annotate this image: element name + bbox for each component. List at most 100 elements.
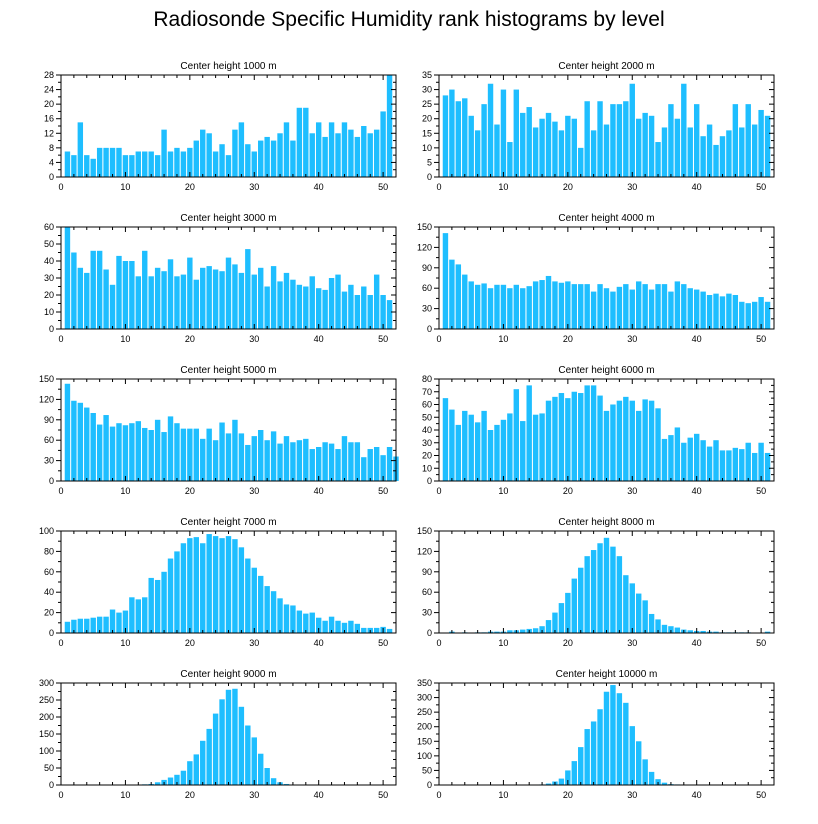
histogram-bar	[161, 271, 167, 329]
y-tick-label: 60	[44, 435, 54, 445]
histogram-bar	[668, 291, 674, 329]
y-tick-label: 30	[44, 273, 54, 283]
histogram-bar	[449, 409, 455, 481]
histogram-bar	[520, 112, 526, 177]
histogram-bar	[174, 147, 180, 177]
histogram-bar	[629, 726, 635, 785]
y-tick-label: 120	[417, 242, 432, 252]
x-tick-label: 20	[563, 790, 573, 800]
histogram-bar	[462, 98, 468, 177]
x-tick-label: 30	[249, 638, 259, 648]
histogram-bar	[380, 295, 386, 329]
histogram-bar	[726, 293, 732, 329]
histogram-bar	[238, 433, 245, 481]
histogram-bar	[373, 447, 380, 481]
histogram-bar	[700, 440, 706, 481]
histogram-bar	[623, 702, 629, 785]
histogram-bar	[526, 385, 532, 482]
panel-title: Center height 4000 m	[558, 213, 654, 224]
histogram-bar	[348, 620, 354, 633]
histogram-bar	[251, 274, 257, 329]
x-tick-label: 0	[58, 486, 63, 496]
histogram-bar	[328, 443, 335, 481]
histogram-bar	[116, 612, 122, 633]
histogram-bar	[219, 538, 225, 633]
histogram-bar	[64, 383, 71, 481]
histogram-bar	[732, 295, 739, 329]
y-tick-label: 60	[422, 283, 432, 293]
histogram-bar	[648, 115, 655, 177]
histogram-bar	[745, 303, 751, 329]
histogram-panel: Center height 1000 m 0 10 20 30 40 50 0 4 8 12 16 20…	[44, 61, 397, 192]
y-tick-label: 5	[427, 157, 432, 167]
histogram-bar	[481, 104, 487, 177]
histogram-bar	[584, 101, 590, 177]
y-tick-label: 50	[422, 765, 432, 775]
y-tick-label: 80	[44, 546, 54, 556]
histogram-bar	[681, 442, 687, 481]
histogram-bar	[487, 83, 494, 177]
histogram-bar	[603, 537, 610, 633]
histogram-bar	[590, 385, 597, 482]
x-tick-label: 10	[498, 486, 508, 496]
histogram-bar	[354, 136, 361, 177]
histogram-bar	[597, 395, 603, 481]
histogram-bar	[494, 631, 500, 633]
histogram-bar	[751, 124, 758, 177]
y-tick-label: 8	[49, 143, 54, 153]
x-tick-label: 10	[498, 182, 508, 192]
histogram-bar	[455, 264, 462, 329]
histogram-bar	[206, 534, 212, 633]
histogram-bar	[661, 438, 668, 481]
x-tick-label: 10	[120, 182, 130, 192]
x-tick-label: 30	[627, 182, 637, 192]
x-tick-label: 10	[498, 638, 508, 648]
histogram-bar	[623, 396, 629, 481]
y-tick-label: 90	[422, 567, 432, 577]
histogram-bar	[238, 272, 245, 329]
histogram-bar	[187, 761, 193, 785]
histogram-panel: Center height 7000 m 0 10 20 30 40 50 0 20 40 60 80…	[39, 517, 397, 648]
histogram-bar	[348, 129, 354, 177]
histogram-bar	[103, 147, 109, 177]
histogram-bar	[481, 283, 487, 329]
histogram-bar	[539, 118, 545, 177]
panel-title: Center height 6000 m	[558, 365, 654, 376]
histogram-bar	[341, 622, 348, 633]
y-tick-label: 60	[422, 400, 432, 410]
panel-title: Center height 5000 m	[180, 365, 276, 376]
histogram-bar	[558, 603, 565, 633]
y-tick-label: 30	[44, 456, 54, 466]
y-tick-label: 20	[44, 99, 54, 109]
histogram-bar	[758, 109, 764, 177]
y-tick-label: 0	[427, 780, 432, 790]
histogram-bar	[726, 130, 732, 177]
histogram-bar	[674, 118, 681, 177]
histogram-bar	[232, 539, 238, 633]
histogram-bar	[571, 284, 577, 329]
histogram-bar	[258, 430, 264, 481]
histogram-bar	[309, 449, 315, 481]
histogram-bar	[449, 89, 455, 177]
x-tick-label: 10	[120, 486, 130, 496]
histogram-bar	[219, 699, 225, 785]
histogram-bar	[206, 266, 212, 329]
histogram-panel: Center height 10000 m 0 10 20 30 40 50 0 50 100 15…	[417, 669, 775, 800]
y-tick-label: 50	[44, 239, 54, 249]
histogram-bar	[96, 424, 103, 481]
y-tick-label: 50	[422, 412, 432, 422]
histogram-bar	[129, 597, 135, 633]
histogram-bar	[315, 617, 322, 633]
histogram-bar	[584, 556, 590, 633]
histogram-bar	[354, 442, 361, 481]
histogram-bar	[610, 291, 616, 329]
histogram-bar	[487, 288, 494, 329]
histogram-bar	[283, 272, 290, 329]
y-tick-label: 16	[44, 114, 54, 124]
x-tick-label: 0	[58, 182, 63, 192]
x-tick-label: 40	[314, 182, 324, 192]
histogram-bar	[629, 400, 635, 481]
histogram-bar	[206, 133, 212, 177]
histogram-bar	[739, 449, 745, 482]
histogram-bar	[507, 413, 513, 481]
